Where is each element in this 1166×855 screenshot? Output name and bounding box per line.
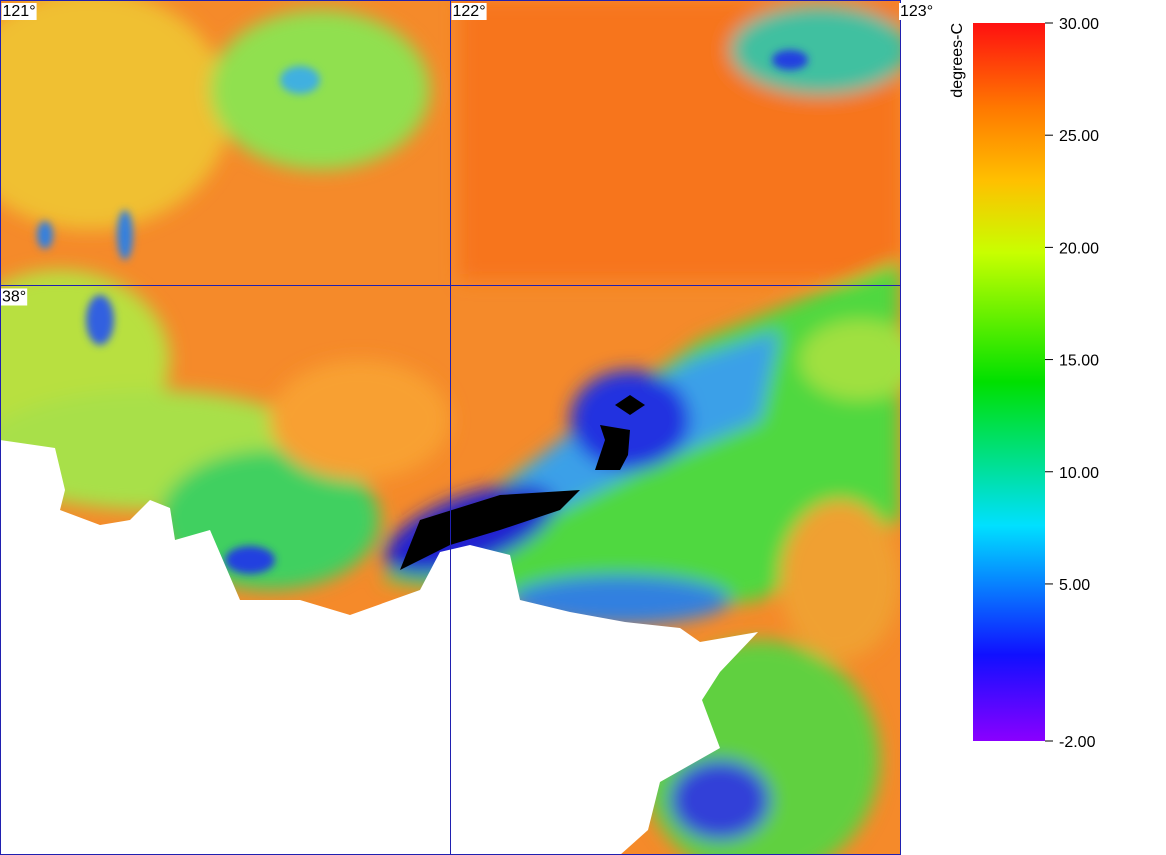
coordinate-label: 123° <box>900 3 933 20</box>
label-background <box>899 3 935 20</box>
coordinate-label: 122° <box>453 3 486 20</box>
colorbar-tick-label: 30.00 <box>1059 16 1099 33</box>
label-background <box>451 3 487 20</box>
graticule: 121° 122° 123° 38° <box>0 0 935 855</box>
island <box>515 828 552 855</box>
colorbar-tick-label: 10.00 <box>1059 465 1099 482</box>
land <box>0 440 758 855</box>
coordinate-label: 38° <box>2 289 26 306</box>
colorbar-tick-label: 25.00 <box>1059 128 1099 145</box>
colorbar-tick-label: 20.00 <box>1059 240 1099 257</box>
label-background <box>1 288 28 306</box>
colorbar-tick-label: 5.00 <box>1059 577 1090 594</box>
colorbar-tick-label: -2.00 <box>1059 734 1096 751</box>
colorbar-tick-label: 15.00 <box>1059 353 1099 370</box>
coordinate-label: 121° <box>3 3 36 20</box>
colorbar-ticks: 30.00 25.00 20.00 15.00 10.00 5.00 -2.00 <box>1045 16 1099 751</box>
colorbar-unit: degrees-C <box>949 23 966 98</box>
label-background <box>1 3 37 20</box>
colorbar <box>973 23 1045 741</box>
sst-image <box>0 0 900 855</box>
